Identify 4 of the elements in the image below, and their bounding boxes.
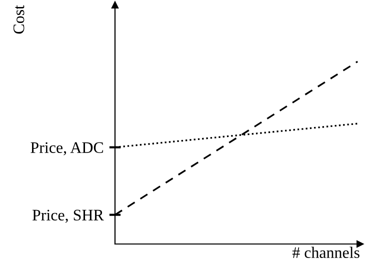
- y-axis-title: Cost: [13, 5, 24, 34]
- annotation: Price, SHR: [32, 210, 104, 223]
- annotation: Price, ADC: [30, 142, 104, 156]
- x-axis-title: # channels: [292, 246, 360, 258]
